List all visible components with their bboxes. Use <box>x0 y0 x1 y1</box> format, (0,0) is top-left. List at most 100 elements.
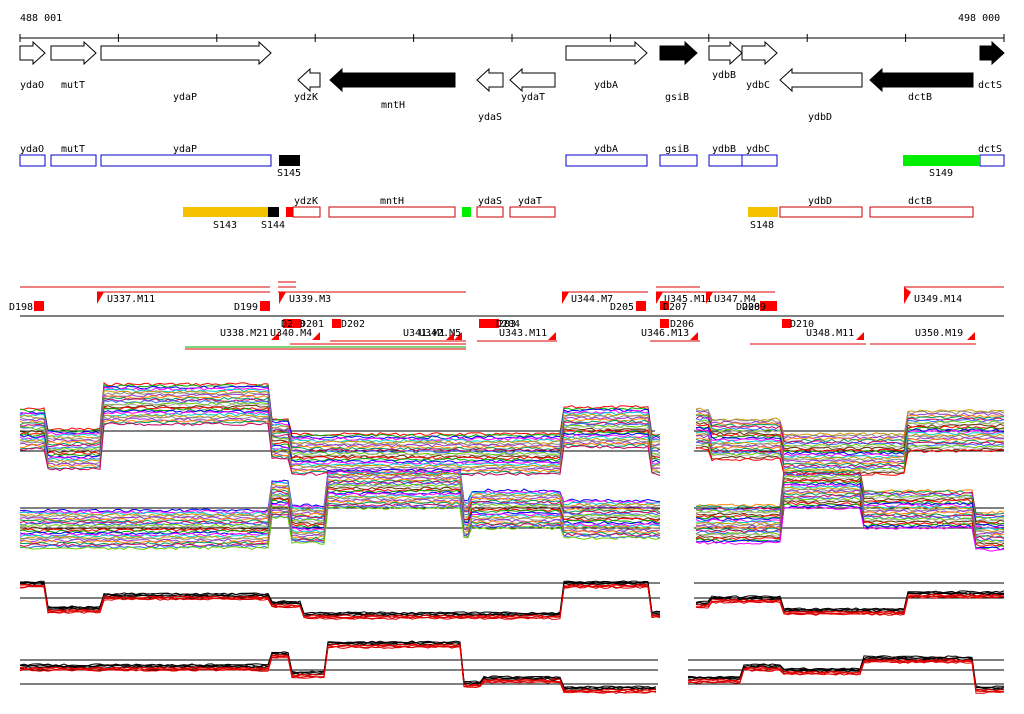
svg-text:D207: D207 <box>663 302 687 313</box>
svg-text:ydbC: ydbC <box>746 144 770 155</box>
svg-text:ydaP: ydaP <box>173 92 197 103</box>
gene-arrow[interactable]: ydbC <box>741 40 778 91</box>
svg-text:D201: D201 <box>300 319 324 330</box>
gene-arrow[interactable]: ydzK <box>294 67 321 103</box>
forward-gene-box[interactable]: dctS <box>978 144 1005 167</box>
profile-line <box>19 475 661 521</box>
reverse-gene-box[interactable]: ydbD <box>779 196 863 218</box>
profile-line <box>19 488 661 533</box>
downstream-marker[interactable]: D210 <box>782 319 814 330</box>
downstream-marker[interactable]: U342.M5 <box>419 328 462 340</box>
reverse-feature[interactable]: S143 <box>183 207 268 231</box>
svg-text:ydbB: ydbB <box>712 70 736 81</box>
gene-arrow[interactable]: ydaP <box>100 40 272 103</box>
upstream-marker[interactable]: D205 <box>610 301 646 313</box>
profile-line <box>19 398 661 453</box>
forward-feature[interactable]: S145 <box>277 155 301 179</box>
gene-arrow[interactable]: ydbB <box>708 40 743 81</box>
reverse-gene-box[interactable]: dctB <box>869 196 974 218</box>
profile-line <box>19 383 661 438</box>
profile-line <box>19 645 657 694</box>
reverse-feature[interactable]: S144 <box>261 207 285 231</box>
upstream-marker[interactable]: D209 <box>742 301 777 313</box>
profile-line <box>695 414 1005 443</box>
profile-line <box>695 410 1005 440</box>
profile-line <box>695 477 1005 524</box>
svg-text:ydaO: ydaO <box>20 144 44 155</box>
svg-text:U340.M4: U340.M4 <box>270 328 312 339</box>
reverse-gene-box[interactable]: mntH <box>328 196 456 218</box>
forward-gene-box[interactable]: ydaP <box>100 144 272 167</box>
forward-gene-box[interactable]: ydaO <box>19 144 46 167</box>
profile-line <box>19 415 661 470</box>
profile-line <box>687 660 1005 694</box>
upstream-marker[interactable]: U349.M14 <box>904 287 962 305</box>
downstream-marker[interactable]: U348.M11 <box>806 328 864 340</box>
gene-arrow[interactable]: mntH <box>329 67 456 111</box>
downstream-marker[interactable]: U340.M4 <box>270 328 320 340</box>
reverse-gene-box[interactable]: ydzK <box>292 196 321 218</box>
gene-arrow[interactable]: gsiB <box>659 40 698 103</box>
svg-text:S144: S144 <box>261 220 285 231</box>
reverse-gene-box[interactable]: ydaT <box>509 196 556 218</box>
upstream-marker[interactable]: D198 <box>9 301 44 313</box>
svg-text:mutT: mutT <box>61 80 85 91</box>
downstream-marker[interactable]: U341.M1 <box>403 328 454 340</box>
profile-line <box>19 386 661 442</box>
profile-line <box>19 496 661 542</box>
gene-arrow-track: ydaO mutT ydaP ydzK mntH ydaS ydaT ydbA … <box>19 40 1005 123</box>
downstream-marker[interactable]: U343.M11 <box>499 328 556 340</box>
profile-line <box>695 506 1005 552</box>
downstream-marker[interactable]: U346.M13 <box>641 328 698 340</box>
profile-line <box>19 480 661 525</box>
forward-gene-box[interactable]: ydbA <box>565 144 648 167</box>
upstream-marker[interactable]: U344.M7 <box>562 292 613 305</box>
forward-gene-box[interactable]: gsiB <box>659 144 698 167</box>
profile-line <box>695 415 1005 445</box>
downstream-marker[interactable]: D204 <box>489 319 520 330</box>
gene-arrow[interactable]: ydaS <box>476 67 504 123</box>
reverse-gene-box[interactable]: ydaS <box>476 196 504 218</box>
svg-text:D204: D204 <box>496 319 520 330</box>
downstream-marker[interactable]: U350.M19 <box>915 328 975 340</box>
gene-arrow[interactable]: ydbD <box>779 67 863 123</box>
svg-text:mntH: mntH <box>381 100 405 111</box>
profile-line <box>695 474 1005 521</box>
upstream-marker[interactable]: U345.M11 <box>656 292 712 305</box>
svg-text:ydzK: ydzK <box>294 92 318 103</box>
profile-line <box>19 580 661 615</box>
forward-gene-box[interactable]: mutT <box>50 144 97 167</box>
upstream-marker[interactable]: U347.M4 <box>706 292 756 305</box>
upstream-marker[interactable]: D208 <box>736 301 770 313</box>
profile-line <box>19 409 661 464</box>
downstream-marker[interactable]: D207 <box>660 301 687 313</box>
upstream-marker[interactable]: D199 <box>234 301 270 313</box>
profile-line <box>19 412 661 467</box>
forward-gene-box[interactable]: ydbC <box>741 144 778 167</box>
svg-text:gsiB: gsiB <box>665 144 689 155</box>
gene-arrow[interactable]: ydaO <box>19 40 46 91</box>
forward-gene-box[interactable]: ydbB <box>708 144 743 167</box>
reverse-feature[interactable]: S148 <box>748 207 778 231</box>
profile-line <box>695 503 1005 549</box>
upstream-marker[interactable]: U337.M11 <box>97 292 155 305</box>
upstream-marker[interactable]: U339.M3 <box>279 292 331 305</box>
svg-text:D203: D203 <box>492 319 516 330</box>
downstream-marker[interactable]: D203 <box>479 319 516 330</box>
profile-line <box>19 402 661 458</box>
gene-arrow[interactable]: ydaT <box>509 67 556 103</box>
gene-arrow[interactable]: ydbA <box>565 40 648 91</box>
gene-arrow[interactable]: dctS <box>978 40 1005 91</box>
downstream-marker[interactable]: D206 <box>660 319 694 330</box>
svg-text:ydbB: ydbB <box>712 144 736 155</box>
downstream-marker[interactable]: D202 <box>332 319 365 330</box>
profile-line <box>695 497 1005 544</box>
downstream-marker[interactable]: U338.M21 <box>220 328 279 340</box>
svg-text:D210: D210 <box>790 319 814 330</box>
forward-feature[interactable]: S149 <box>903 155 980 179</box>
svg-text:U338.M21: U338.M21 <box>220 328 268 339</box>
gene-arrow[interactable]: mutT <box>50 40 97 91</box>
reverse-green-marker <box>462 207 471 217</box>
downstream-marker[interactable]: D201 <box>292 319 324 330</box>
gene-arrow[interactable]: dctB <box>869 67 974 103</box>
